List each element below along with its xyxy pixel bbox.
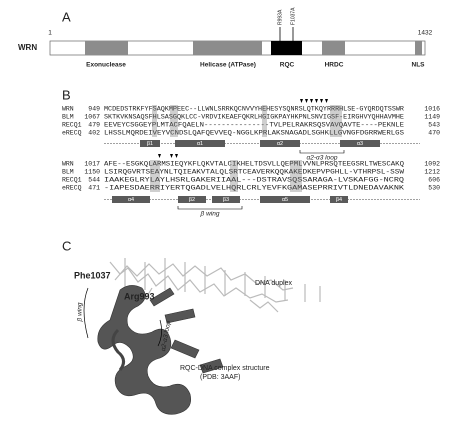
sequence: LSIRQGVRTSEAYNLTQIEAKVTALQLSRTCEAVERKQQK…: [104, 169, 404, 176]
sequence: EEVEYCSGGEYPLMTACFQAELN---------------TV…: [104, 122, 404, 129]
caption: RQC-DNA complex structure: [180, 365, 270, 372]
bracket: [157, 319, 162, 347]
structure-label: α4: [128, 197, 134, 203]
panel-label: A: [62, 9, 71, 24]
structure-element: [260, 140, 300, 147]
seq-name: WRN: [62, 161, 74, 168]
panel-label: C: [62, 238, 71, 253]
seq-name: BLM: [62, 169, 74, 176]
panel-label: B: [62, 87, 71, 102]
bracket: [83, 287, 89, 339]
structure-label: α1: [197, 141, 203, 147]
structure-element: [175, 140, 225, 147]
structure-label: β4: [336, 197, 342, 203]
sequence: LHSSLMQRDEIVEYVCNDSLQAFQEVVEQ-NGGLKPRLAK…: [104, 130, 404, 137]
seq-end: 530: [428, 185, 440, 192]
seq-start: 402: [88, 130, 100, 137]
domain: [271, 41, 302, 55]
domain-label: Helicase (ATPase): [200, 62, 256, 69]
seq-end: 470: [428, 130, 440, 137]
sequence: SKTKVKNSAQSFHLSASGQKLCC-VRDVIKEAEFQKRLHG…: [104, 114, 404, 121]
seq-end: 1016: [424, 106, 440, 113]
seq-name: eRECQ: [62, 185, 82, 192]
seq-end: 1149: [424, 114, 440, 121]
alignment-block: WRN 949 MCDEDSTRKFYFSAQKMPEEC--LLWNLSRRKQC…: [62, 106, 440, 137]
domain: [85, 41, 128, 55]
highlights: [150, 105, 342, 192]
seq-name: BLM: [62, 114, 74, 121]
seq-name: eRECQ: [62, 130, 82, 137]
seq-end: 1092: [424, 161, 440, 168]
sequence: -IAPESDAERRIYERTQGADLVELHQRLCRLYEVFKGAMA…: [104, 185, 404, 192]
key-residue-markers: [158, 99, 328, 158]
mutation-label: F1037A: [290, 7, 296, 25]
residue-label: Phe1037: [74, 270, 111, 280]
structure-label: β2: [189, 197, 195, 203]
seq-start: 479: [88, 122, 100, 129]
alignment-block: WRN 1017 AFE--ESGKQLARMSIEQYKFLQKVTALCIKHE…: [62, 161, 440, 192]
end-residue: 1432: [418, 30, 433, 37]
structure-element: [340, 140, 380, 147]
sequence: MCDEDSTRKFYFSAQKMPEEC--LLWNLSRRKQCNVVYHE…: [104, 106, 404, 113]
structure-element: [330, 196, 348, 203]
dna-label: DNA duplex: [255, 280, 292, 287]
domain: [415, 41, 422, 55]
structure-element: [112, 196, 150, 203]
sequence: IAAKEGLRYLAYLHSRLGAKERIIAAL---DSTRAVSQSS…: [104, 177, 404, 184]
protein-structure: [97, 285, 224, 415]
seq-start: 1017: [84, 161, 100, 168]
seq-end: 543: [428, 122, 440, 129]
mutation-label: R993A: [277, 9, 283, 25]
structure-element: [140, 140, 160, 147]
sequence: AFE--ESGKQLARMSIEQYKFLQKVTALCIKHELTDSVLL…: [104, 161, 404, 168]
wing-label: β wing: [200, 211, 220, 218]
seq-name: RECQ1: [62, 122, 82, 129]
seq-start: 1067: [84, 114, 100, 121]
domain: [322, 41, 345, 55]
seq-start: 1150: [84, 169, 100, 176]
domain-label: RQC: [280, 62, 295, 69]
seq-name: WRN: [62, 106, 74, 113]
residue-label: Arg993: [124, 291, 155, 301]
structure-element: [260, 196, 310, 203]
structure-label: α3: [357, 141, 363, 147]
wing-label: β wing: [77, 302, 84, 322]
loop-label: α2-α3 loop: [307, 155, 338, 162]
domain-label: NLS: [412, 62, 426, 69]
domain-label: Exonuclease: [86, 62, 126, 69]
structure-label: β1: [147, 141, 153, 147]
bracket: [177, 206, 243, 210]
domain: [193, 41, 262, 55]
seq-name: RECQ1: [62, 177, 82, 184]
seq-start: 544: [88, 177, 100, 184]
protein-name: WRN: [18, 43, 37, 52]
structure-label: α2: [277, 141, 283, 147]
seq-start: 471: [88, 185, 100, 192]
domain-label: HRDC: [325, 62, 344, 69]
structure-label: α5: [282, 197, 288, 203]
caption: (PDB: 3AAF): [200, 374, 240, 381]
bracket: [299, 150, 345, 154]
seq-start: 949: [88, 106, 100, 113]
start-residue: 1: [48, 30, 52, 37]
structure-element: [178, 196, 206, 203]
seq-end: 1212: [424, 169, 440, 176]
structure-element: [212, 196, 240, 203]
structure-label: β3: [223, 197, 229, 203]
seq-end: 606: [428, 177, 440, 184]
